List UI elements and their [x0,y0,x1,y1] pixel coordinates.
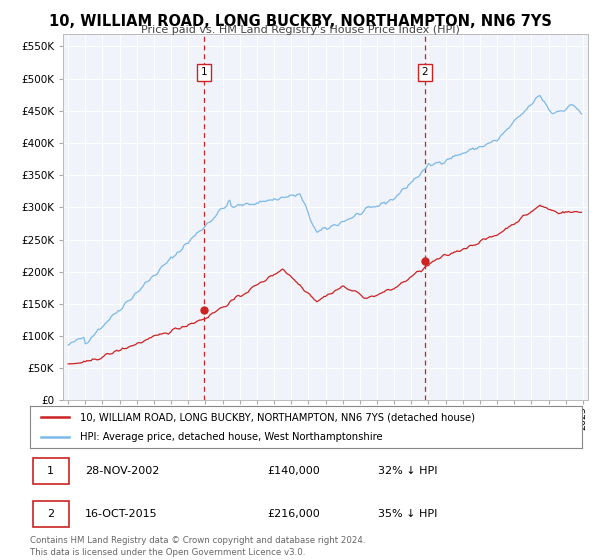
Text: 35% ↓ HPI: 35% ↓ HPI [378,509,437,519]
FancyBboxPatch shape [33,458,68,484]
Text: 28-NOV-2002: 28-NOV-2002 [85,466,160,476]
Text: 2: 2 [47,509,54,519]
Text: Price paid vs. HM Land Registry's House Price Index (HPI): Price paid vs. HM Land Registry's House … [140,25,460,35]
Text: £216,000: £216,000 [268,509,320,519]
Text: 10, WILLIAM ROAD, LONG BUCKBY, NORTHAMPTON, NN6 7YS (detached house): 10, WILLIAM ROAD, LONG BUCKBY, NORTHAMPT… [80,412,475,422]
Text: 1: 1 [200,67,207,77]
Text: 16-OCT-2015: 16-OCT-2015 [85,509,158,519]
Text: 32% ↓ HPI: 32% ↓ HPI [378,466,437,476]
Text: 1: 1 [47,466,54,476]
Text: Contains HM Land Registry data © Crown copyright and database right 2024.
This d: Contains HM Land Registry data © Crown c… [30,536,365,557]
Text: HPI: Average price, detached house, West Northamptonshire: HPI: Average price, detached house, West… [80,432,382,442]
FancyBboxPatch shape [33,501,68,527]
Text: 10, WILLIAM ROAD, LONG BUCKBY, NORTHAMPTON, NN6 7YS: 10, WILLIAM ROAD, LONG BUCKBY, NORTHAMPT… [49,14,551,29]
Text: 2: 2 [422,67,428,77]
Text: £140,000: £140,000 [268,466,320,476]
